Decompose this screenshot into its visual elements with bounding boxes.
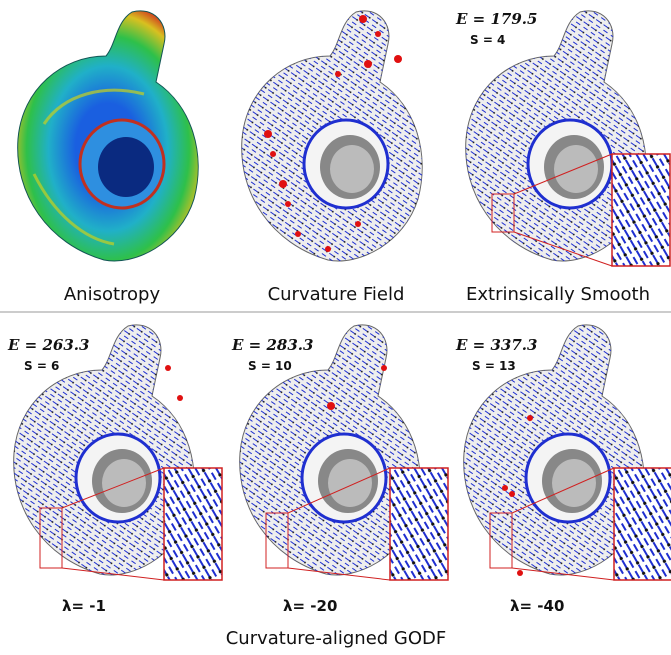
samples: S = 4 [470, 33, 505, 47]
lambda: λ= -40 [510, 597, 564, 615]
curvature-panel [228, 4, 438, 274]
figure: E = 179.5 S = 4 Anisotropy Curvature Fie… [0, 0, 671, 655]
energy: E = 263.3 [7, 336, 89, 354]
energy: E = 179.5 [455, 10, 537, 28]
lambda: λ= -20 [283, 597, 337, 615]
samples: S = 10 [248, 359, 292, 373]
bottom-caption: Curvature-aligned GODF [226, 628, 447, 649]
energy: E = 283.3 [231, 336, 313, 354]
caption: Extrinsically Smooth [466, 284, 650, 305]
anisotropy-panel [18, 11, 199, 261]
page: E = 179.5 S = 4 Anisotropy Curvature Fie… [0, 0, 671, 655]
caption: Curvature Field [268, 284, 405, 305]
energy: E = 337.3 [455, 336, 537, 354]
samples: S = 13 [472, 359, 516, 373]
caption: Anisotropy [64, 284, 161, 305]
samples: S = 6 [24, 359, 59, 373]
lambda: λ= -1 [62, 597, 106, 615]
